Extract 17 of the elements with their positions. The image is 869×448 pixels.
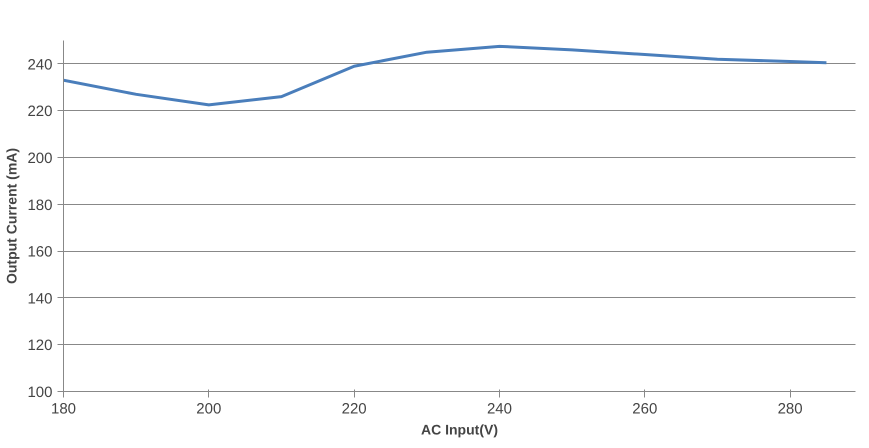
y-tick-label: 120 bbox=[27, 337, 53, 354]
y-axis-title: Output Current (mA) bbox=[3, 148, 20, 284]
line-series bbox=[64, 44, 828, 106]
x-tick-label: 260 bbox=[632, 400, 658, 418]
x-axis-title: AC Input(V) bbox=[421, 422, 498, 438]
x-tick-label: 240 bbox=[486, 400, 512, 418]
y-tick-label: 160 bbox=[27, 244, 53, 261]
y-tick-label: 240 bbox=[27, 56, 53, 74]
x-tick-label: 200 bbox=[196, 400, 222, 418]
y-tick-label: 200 bbox=[27, 150, 53, 167]
x-tick-label: 220 bbox=[342, 400, 367, 418]
y-tick-label: 100 bbox=[27, 384, 53, 401]
y-tick-label: 140 bbox=[27, 290, 53, 308]
x-tick-label: 180 bbox=[50, 400, 76, 418]
y-tick-label: 220 bbox=[27, 103, 53, 120]
x-tick-label: 280 bbox=[778, 400, 803, 418]
y-tick-label: 180 bbox=[27, 196, 53, 214]
